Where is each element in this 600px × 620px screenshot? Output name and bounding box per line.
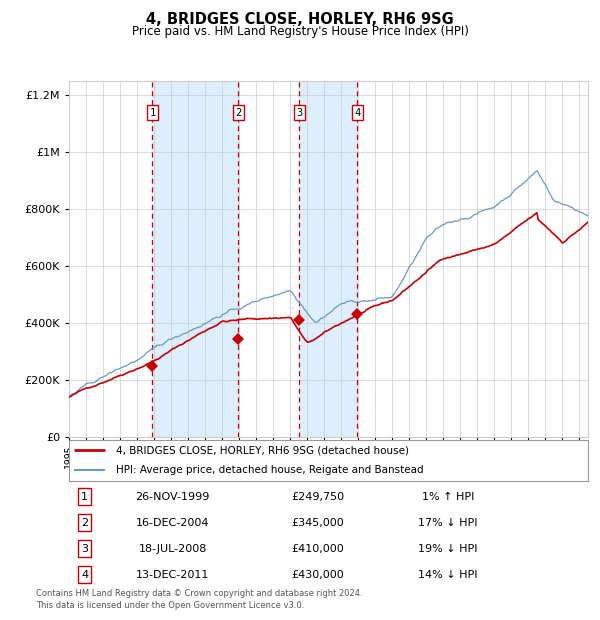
- Text: 18-JUL-2008: 18-JUL-2008: [139, 544, 207, 554]
- Text: Price paid vs. HM Land Registry's House Price Index (HPI): Price paid vs. HM Land Registry's House …: [131, 25, 469, 38]
- Text: 3: 3: [296, 108, 302, 118]
- Text: £430,000: £430,000: [292, 570, 344, 580]
- Text: 4: 4: [355, 108, 361, 118]
- Bar: [299, 81, 358, 437]
- Bar: [152, 81, 238, 437]
- Text: This data is licensed under the Open Government Licence v3.0.: This data is licensed under the Open Gov…: [36, 601, 304, 611]
- Text: £345,000: £345,000: [292, 518, 344, 528]
- Text: Contains HM Land Registry data © Crown copyright and database right 2024.: Contains HM Land Registry data © Crown c…: [36, 589, 362, 598]
- Text: 13-DEC-2011: 13-DEC-2011: [136, 570, 209, 580]
- Text: 17% ↓ HPI: 17% ↓ HPI: [418, 518, 478, 528]
- Text: £249,750: £249,750: [292, 492, 344, 502]
- Text: 1: 1: [149, 108, 155, 118]
- Text: 2: 2: [235, 108, 242, 118]
- Text: 2: 2: [81, 518, 88, 528]
- Text: HPI: Average price, detached house, Reigate and Banstead: HPI: Average price, detached house, Reig…: [116, 466, 424, 476]
- Text: 4, BRIDGES CLOSE, HORLEY, RH6 9SG: 4, BRIDGES CLOSE, HORLEY, RH6 9SG: [146, 12, 454, 27]
- Text: 26-NOV-1999: 26-NOV-1999: [136, 492, 210, 502]
- Text: 4, BRIDGES CLOSE, HORLEY, RH6 9SG (detached house): 4, BRIDGES CLOSE, HORLEY, RH6 9SG (detac…: [116, 445, 409, 455]
- Text: 16-DEC-2004: 16-DEC-2004: [136, 518, 209, 528]
- Text: 1% ↑ HPI: 1% ↑ HPI: [422, 492, 474, 502]
- Text: 19% ↓ HPI: 19% ↓ HPI: [418, 544, 478, 554]
- Text: 4: 4: [81, 570, 88, 580]
- Text: 3: 3: [81, 544, 88, 554]
- Text: 1: 1: [81, 492, 88, 502]
- Text: 14% ↓ HPI: 14% ↓ HPI: [418, 570, 478, 580]
- Text: £410,000: £410,000: [292, 544, 344, 554]
